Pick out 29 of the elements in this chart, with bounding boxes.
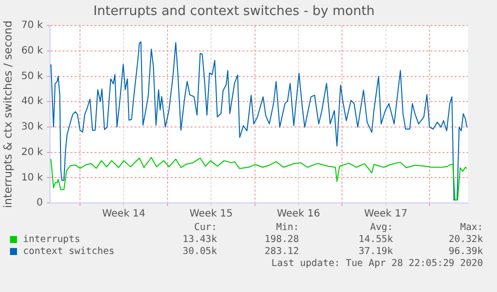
legend-label: context switches (22, 246, 115, 257)
text: 96.39k (448, 246, 483, 257)
y-tick-label: 70 k (21, 20, 44, 32)
y-tick-label: 50 k (21, 70, 44, 82)
y-tick-label: 20 k (21, 146, 44, 158)
text: 198.28 (264, 234, 299, 245)
y-tick-label: 0 (36, 198, 43, 209)
text: 13.43k (182, 234, 217, 245)
text: 20.32k (448, 234, 483, 245)
y-tick-label: 40 k (21, 96, 44, 108)
text: Max: (460, 222, 483, 233)
text: 30.05k (182, 246, 217, 257)
x-tick-label: Week 15 (189, 208, 233, 220)
x-tick-label: Week 14 (102, 208, 146, 220)
chart-title: Interrupts and context switches - by month (93, 4, 375, 20)
text: Last update: Tue Apr 28 22:05:29 2020 (271, 258, 483, 269)
y-tick-label: 60 k (21, 46, 44, 57)
text: 283.12 (264, 246, 299, 257)
x-tick-label: Week 17 (364, 208, 408, 220)
y-tick-label: 10 k (21, 172, 44, 184)
text: 37.19k (358, 246, 393, 257)
legend-label: interrupts (22, 234, 80, 245)
text: Avg: (370, 222, 393, 233)
text: 14.55k (358, 234, 393, 245)
x-tick-label: Week 16 (276, 208, 320, 220)
y-tick-label: 30 k (21, 122, 44, 133)
text: Min: (276, 222, 299, 233)
text: Cur: (194, 222, 217, 233)
y-axis-title: interrupts & ctx switches / second (1, 20, 14, 208)
